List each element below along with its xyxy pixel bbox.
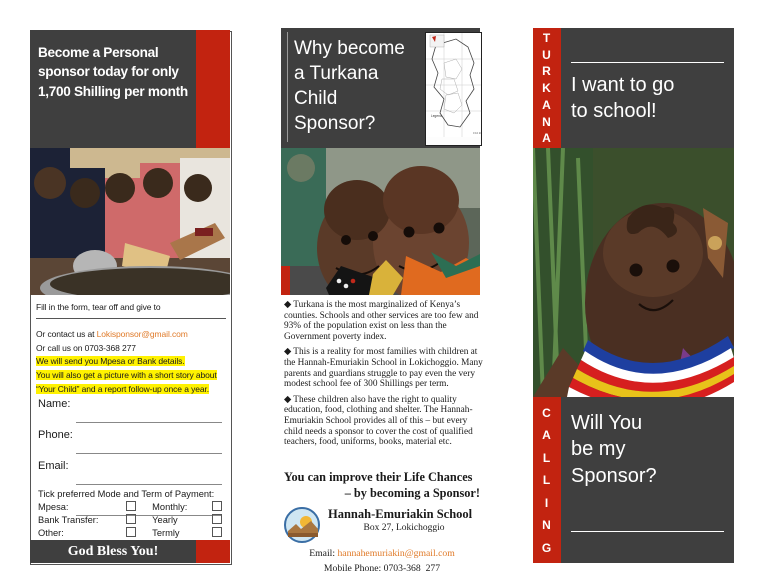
svg-text:Legend: Legend bbox=[431, 114, 442, 118]
svg-text:0 10 20km: 0 10 20km bbox=[473, 131, 481, 135]
